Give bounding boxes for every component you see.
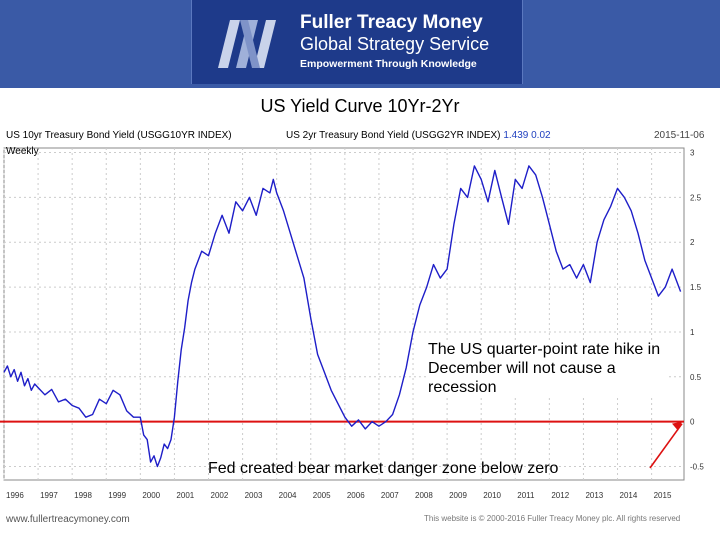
x-tick-label: 1997 <box>40 491 58 500</box>
danger-zone-annotation: Fed created bear market danger zone belo… <box>208 460 559 477</box>
x-tick-label: 2014 <box>620 491 638 500</box>
x-tick-label: 2006 <box>347 491 365 500</box>
last-change: 0.02 <box>531 130 551 141</box>
chart-date: 2015-11-06 <box>654 130 705 141</box>
brand-name: Fuller Treacy Money <box>300 12 483 33</box>
spread-series-line <box>3 165 682 468</box>
slide-title: US Yield Curve 10Yr-2Yr <box>260 96 460 116</box>
footer-copyright: This website is © 2000-2016 Fuller Treac… <box>424 514 681 523</box>
series-label-10yr: US 10yr Treasury Bond Yield (USGG10YR IN… <box>6 130 232 141</box>
rate-hike-annotation: The US quarter-point rate hike in Decemb… <box>428 340 668 397</box>
footer-website[interactable]: www.fullertreacymoney.com <box>6 514 130 525</box>
brand-logo[interactable]: Fuller Treacy Money Global Strategy Serv… <box>191 0 523 84</box>
plot-area <box>3 147 685 481</box>
x-tick-label: 2001 <box>176 491 194 500</box>
x-tick-label: 2007 <box>381 491 399 500</box>
brand-tagline: Empowerment Through Knowledge <box>300 58 477 70</box>
y-tick-label: 0.5 <box>690 373 702 382</box>
x-tick-label: 2005 <box>313 491 331 500</box>
last-value: 1.439 <box>503 130 529 141</box>
x-tick-label: 2008 <box>415 491 433 500</box>
x-tick-label: 2009 <box>449 491 467 500</box>
x-tick-label: 2012 <box>551 491 569 500</box>
x-tick-label: 2002 <box>211 491 229 500</box>
x-tick-label: 2000 <box>142 491 160 500</box>
brand-subtitle: Global Strategy Service <box>300 34 490 54</box>
x-tick-label: 2013 <box>585 491 603 500</box>
x-tick-label: 1999 <box>108 491 126 500</box>
y-tick-label: 2 <box>690 238 695 247</box>
y-tick-label: 3 <box>690 148 695 157</box>
yield-curve-chart: 3 2.5 2 1.5 1 0.5 0 -0.5 1996 1997 1998 1999 2000 200… <box>0 128 720 510</box>
brand-mark-icon <box>218 20 276 68</box>
y-tick-label: 1.5 <box>690 283 702 292</box>
series-label-2yr-text: US 2yr Treasury Bond Yield (USGG2YR INDE… <box>286 130 501 141</box>
series-label-2yr: US 2yr Treasury Bond Yield (USGG2YR INDE… <box>286 130 551 141</box>
x-tick-label: 2004 <box>279 491 297 500</box>
arrow-head <box>672 421 682 431</box>
arrow-line <box>649 423 683 469</box>
x-tick-label: 2011 <box>517 491 535 500</box>
chart-canvas: 3 2.5 2 1.5 1 0.5 0 -0.5 1996 1997 1998 1999 2000 200… <box>0 147 704 500</box>
x-tick-label: 1998 <box>74 491 92 500</box>
x-tick-label: 2003 <box>245 491 263 500</box>
x-tick-label: 2010 <box>483 491 501 500</box>
y-tick-label: 0 <box>690 418 695 427</box>
y-tick-label: 2.5 <box>690 193 702 202</box>
chart-period: Weekly <box>6 146 39 157</box>
x-tick-label: 1996 <box>6 491 24 500</box>
y-tick-label: -0.5 <box>690 463 704 472</box>
y-tick-label: 1 <box>690 328 695 337</box>
x-tick-label: 2015 <box>654 491 672 500</box>
